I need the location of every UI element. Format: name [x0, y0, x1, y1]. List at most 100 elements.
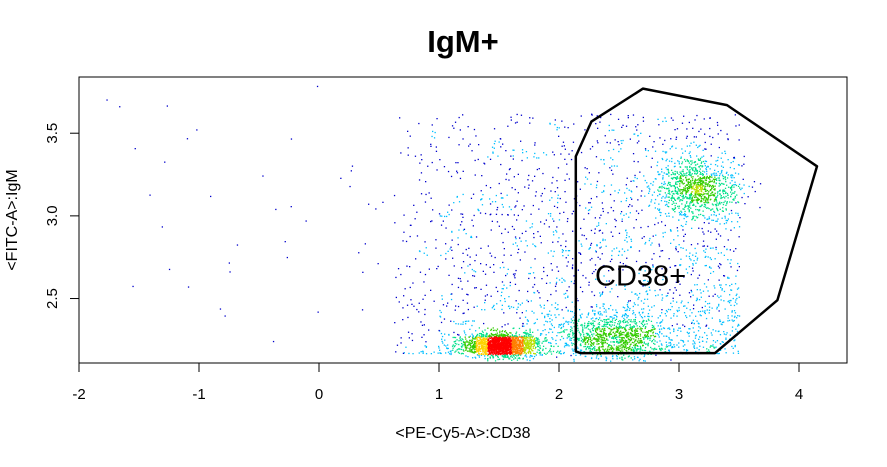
event-point [715, 204, 717, 206]
event-point [726, 220, 729, 222]
event-point [527, 346, 529, 348]
event-point [584, 339, 586, 341]
event-point [611, 346, 613, 348]
event-point [568, 345, 570, 347]
event-point [634, 331, 636, 333]
event-point [494, 348, 496, 350]
event-point [684, 187, 686, 189]
event-point [477, 348, 479, 350]
event-point [501, 331, 503, 333]
event-point [656, 322, 658, 324]
event-point [589, 340, 592, 342]
event-point [518, 357, 521, 359]
event-point [500, 340, 503, 342]
event-point [572, 258, 574, 260]
event-point [657, 325, 659, 327]
event-point [497, 343, 499, 345]
event-point [639, 325, 641, 328]
event-point [671, 197, 673, 199]
event-point [635, 210, 638, 212]
event-point [517, 347, 519, 350]
event-point [530, 351, 532, 354]
event-point [670, 242, 672, 244]
event-point [588, 324, 590, 327]
event-point [684, 210, 686, 213]
event-point [667, 327, 669, 330]
event-point [487, 347, 489, 349]
event-point [718, 179, 720, 181]
event-point [626, 333, 628, 335]
event-point [520, 345, 522, 347]
event-point [624, 357, 626, 359]
event-point [467, 356, 469, 358]
event-point [743, 155, 745, 158]
event-point [672, 201, 674, 203]
event-point [509, 340, 511, 342]
event-point [722, 210, 724, 212]
event-point [620, 334, 622, 336]
event-point [603, 342, 605, 344]
event-point [696, 184, 698, 186]
event-point [690, 202, 692, 204]
event-point [485, 348, 488, 350]
event-point [688, 335, 690, 337]
event-point [464, 336, 466, 338]
event-point [530, 346, 532, 348]
event-point [722, 203, 725, 206]
event-point [545, 320, 547, 322]
event-point [703, 222, 705, 224]
event-point [556, 277, 558, 279]
event-point [733, 250, 735, 252]
event-point [518, 347, 520, 350]
event-point [493, 347, 495, 349]
event-point [526, 332, 528, 334]
event-point [471, 336, 474, 338]
event-point [624, 315, 626, 317]
event-point [628, 333, 630, 335]
event-point [695, 169, 697, 171]
event-point [578, 337, 580, 340]
event-point [600, 335, 603, 337]
event-point [554, 307, 556, 309]
event-point [626, 334, 628, 336]
event-point [671, 339, 673, 341]
event-point [650, 335, 652, 337]
event-point [722, 183, 724, 185]
event-point [666, 203, 668, 205]
event-point [530, 341, 532, 343]
event-point [595, 328, 597, 331]
event-point [476, 343, 478, 345]
event-point [608, 345, 610, 347]
event-point [624, 334, 626, 336]
event-point [697, 209, 699, 211]
event-point [643, 338, 645, 340]
event-point [477, 341, 479, 343]
event-point [501, 291, 503, 293]
event-point [534, 144, 536, 146]
event-point [723, 189, 725, 191]
event-point [551, 337, 553, 339]
event-point [615, 314, 617, 316]
event-point [471, 342, 474, 344]
event-point [616, 165, 618, 167]
event-point [578, 318, 580, 320]
event-point [705, 169, 708, 171]
event-point [455, 305, 457, 307]
event-point [571, 348, 573, 350]
event-point [665, 167, 667, 169]
event-point [518, 347, 520, 349]
event-point [674, 199, 676, 201]
event-point [468, 145, 470, 147]
event-point [730, 162, 732, 164]
event-point [653, 191, 655, 193]
event-point [646, 182, 648, 184]
event-point [620, 321, 622, 323]
event-point [613, 327, 615, 329]
event-point [588, 334, 590, 336]
event-point [735, 212, 737, 214]
event-point [603, 321, 606, 323]
event-point [731, 174, 733, 176]
event-point [629, 307, 631, 310]
event-point [578, 240, 580, 242]
event-point [492, 356, 495, 359]
